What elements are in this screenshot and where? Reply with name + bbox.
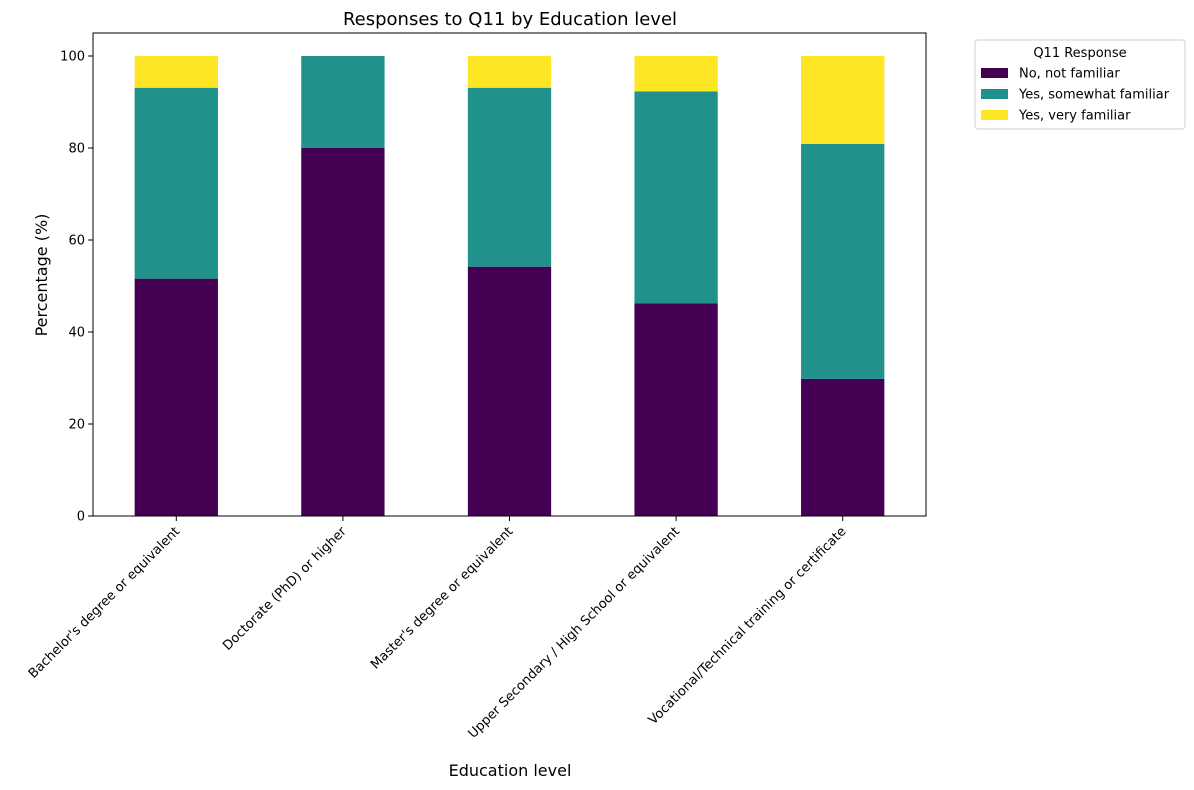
- legend: Q11 Response No, not familiar Yes, somewh…: [974, 39, 1186, 130]
- legend-label-1: No, not familiar: [1019, 67, 1120, 82]
- y-tick-label: 40: [68, 326, 85, 341]
- bar-segment-5-1: [801, 378, 885, 516]
- legend-swatch-1: [981, 68, 1008, 78]
- bar-segment-1-1: [134, 278, 218, 516]
- legend-title: Q11 Response: [1033, 46, 1126, 61]
- bar-segment-4-3: [634, 56, 718, 92]
- x-axis: Bachelor's degree or equivalent Doctorate…: [26, 516, 850, 742]
- x-tick-label: Vocational/Technical training or certifi…: [646, 524, 850, 728]
- y-tick-label: 60: [68, 234, 85, 249]
- bars-group: [134, 56, 885, 516]
- bar-segment-2-2: [301, 56, 385, 148]
- bar-segment-1-3: [134, 56, 218, 88]
- y-axis: 0 20 40 60 80 100: [60, 50, 93, 525]
- legend-label-2: Yes, somewhat familiar: [1018, 88, 1170, 103]
- legend-box: [974, 39, 1186, 130]
- legend-swatch-3: [981, 110, 1008, 120]
- x-tick-label: Upper Secondary / High School or equival…: [466, 524, 683, 741]
- bar-segment-3-1: [467, 266, 552, 516]
- x-axis-label: Education level: [449, 761, 572, 780]
- bar-segment-3-3: [467, 56, 552, 88]
- y-axis-label: Percentage (%): [32, 214, 51, 337]
- y-tick-label: 100: [60, 50, 85, 65]
- x-tick-label: Bachelor's degree or equivalent: [26, 524, 183, 681]
- chart-title: Responses to Q11 by Education level: [343, 9, 677, 30]
- x-tick-label: Doctorate (PhD) or higher: [220, 524, 350, 654]
- y-tick-label: 20: [68, 418, 85, 433]
- y-tick-label: 0: [77, 510, 85, 525]
- x-tick-label: Master's degree or equivalent: [368, 524, 516, 672]
- legend-label-3: Yes, very familiar: [1018, 109, 1131, 124]
- bar-segment-4-2: [634, 91, 718, 304]
- bar-segment-5-3: [801, 56, 885, 144]
- legend-swatch-2: [981, 89, 1008, 99]
- bar-segment-2-1: [301, 148, 385, 516]
- bar-segment-1-2: [134, 87, 218, 279]
- bar-segment-4-1: [634, 303, 718, 516]
- y-tick-label: 80: [68, 142, 85, 157]
- bar-segment-5-2: [801, 143, 885, 379]
- bar-segment-3-2: [467, 87, 552, 267]
